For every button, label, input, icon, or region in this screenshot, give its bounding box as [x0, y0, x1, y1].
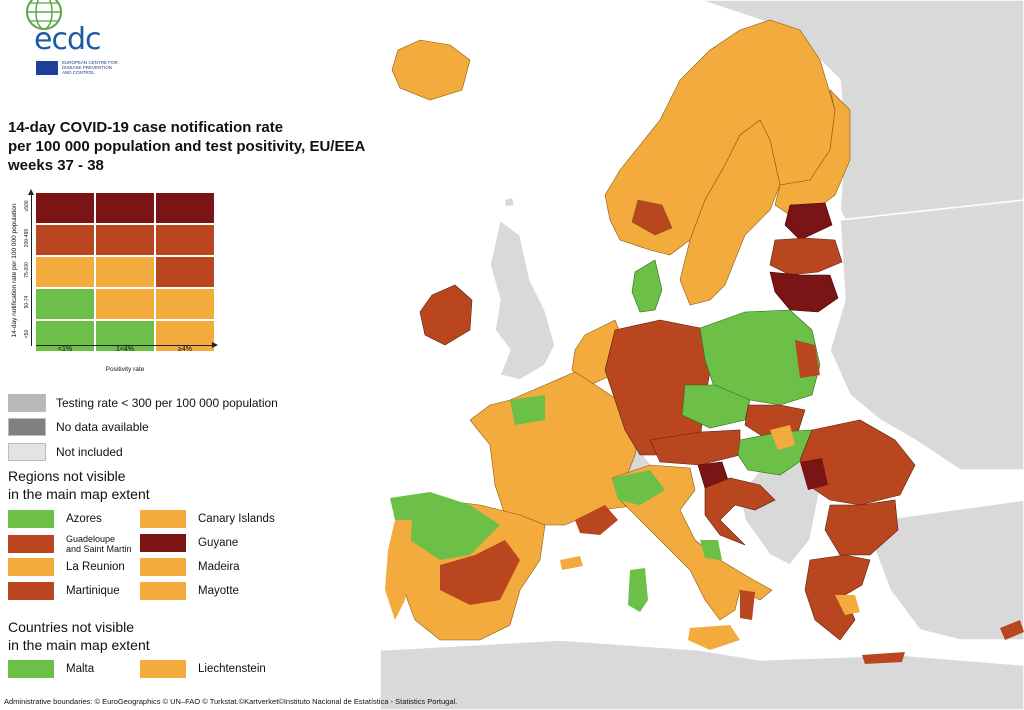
- matrix-cell: [156, 257, 214, 287]
- poland-red-voiv: [795, 340, 820, 378]
- legend-swatch: [140, 582, 186, 600]
- ecdc-logo-subtitle: EUROPEAN CENTRE FOR DISEASE PREVENTION A…: [62, 60, 118, 75]
- matrix-row-label: ≥500: [24, 200, 30, 212]
- matrix-cell: [96, 225, 154, 255]
- legend-testing-rate: Testing rate < 300 per 100 000 populatio…: [8, 394, 278, 412]
- croatia-region: [704, 477, 776, 546]
- matrix-cell: [156, 289, 214, 319]
- legend-no-data: No data available: [8, 418, 149, 436]
- matrix-row-label: 50-74: [24, 295, 30, 309]
- ecdc-logo: ecdc EUROPEAN CENTRE FOR DISEASE PREVENT…: [6, 0, 118, 82]
- poland-region: [699, 309, 821, 406]
- legend-swatch: [140, 660, 186, 678]
- italy-green-abruzzo: [700, 540, 722, 560]
- matrix-cell: [156, 321, 214, 351]
- italy-green-region: [612, 470, 665, 505]
- legend-swatch: [8, 582, 54, 600]
- italy-region: [611, 464, 773, 621]
- france-red-dept: [575, 505, 618, 535]
- romania-dark-county: [800, 458, 828, 490]
- greece-orange-region: [835, 595, 860, 615]
- portugal-region: [385, 520, 412, 620]
- spain-green-north: [390, 492, 500, 560]
- estonia-region: [784, 202, 833, 241]
- matrix-x-axis: [36, 342, 218, 348]
- matrix-cell: [96, 257, 154, 287]
- legend-swatch: [8, 394, 46, 412]
- matrix-col-label: 1<4%: [115, 346, 135, 353]
- regions-title: Regions not visible in the main map exte…: [8, 468, 150, 502]
- legend-not-included: Not included: [8, 443, 123, 461]
- matrix-cell: [36, 225, 94, 255]
- matrix-cell: [36, 289, 94, 319]
- globe-icon: [26, 0, 62, 30]
- matrix-x-label: Positivity rate: [105, 366, 145, 373]
- matrix-cell: [96, 321, 154, 351]
- region-guadeloupe: Guadeloupe and Saint Martin: [8, 534, 132, 554]
- region-canary-islands: Canary Islands: [140, 510, 275, 528]
- attribution-footer: Administrative boundaries: © EuroGeograp…: [4, 697, 458, 706]
- legend-swatch: [8, 558, 54, 576]
- nordic-regions: [604, 19, 851, 306]
- legend-swatch: [8, 443, 46, 461]
- region-martinique: Martinique: [8, 582, 120, 600]
- region-azores: Azores: [8, 510, 102, 528]
- iceland-region: [391, 39, 471, 101]
- legend-swatch: [140, 558, 186, 576]
- bulgaria-region: [824, 499, 899, 556]
- matrix-row-label: 75-200: [24, 262, 30, 278]
- legend-swatch: [8, 418, 46, 436]
- matrix-row-label: <50: [24, 329, 30, 339]
- hungary-orange-county: [770, 425, 795, 450]
- country-malta: Malta: [8, 660, 94, 678]
- matrix-cell: [36, 321, 94, 351]
- matrix-cell: [36, 257, 94, 287]
- legend-swatch: [140, 534, 186, 552]
- france-green-dept: [510, 395, 545, 425]
- lithuania-region: [769, 271, 839, 313]
- matrix-cell: [96, 193, 154, 223]
- matrix-cell: [156, 225, 214, 255]
- ecdc-logo-text: ecdc: [34, 22, 101, 57]
- latvia-region: [769, 237, 843, 276]
- eu-flag-icon: [36, 61, 58, 75]
- matrix-col-label: ≥4%: [178, 346, 192, 353]
- denmark-region: [631, 259, 663, 313]
- region-madeira: Madeira: [140, 558, 240, 576]
- matrix-cell: [156, 193, 214, 223]
- matrix-cell: [36, 193, 94, 223]
- spain-red-central: [440, 540, 520, 605]
- region-la-reunion: La Reunion: [8, 558, 125, 576]
- calabria-red: [740, 590, 755, 620]
- matrix-y-axis: [28, 189, 34, 346]
- legend-swatch: [8, 535, 54, 553]
- matrix-cell: [96, 289, 154, 319]
- map-title: 14-day COVID-19 case notification rate p…: [8, 119, 366, 174]
- region-mayotte: Mayotte: [140, 582, 239, 600]
- risk-matrix: [36, 193, 214, 351]
- sardinia-region: [628, 568, 648, 612]
- legend-swatch: [140, 510, 186, 528]
- faroe-region: [505, 198, 514, 206]
- matrix-y-label: 14-day notification rate per 100 000 pop…: [11, 203, 18, 338]
- czechia-region: [681, 384, 751, 429]
- sicily-region: [688, 625, 740, 650]
- region-guyane: Guyane: [140, 534, 238, 552]
- crete-region: [862, 652, 905, 664]
- legend-swatch: [8, 660, 54, 678]
- balearic-region: [560, 556, 583, 570]
- matrix-row-label: 200-499: [24, 228, 30, 248]
- legend-swatch: [8, 510, 54, 528]
- ireland-region: [419, 284, 473, 346]
- country-liechtenstein: Liechtenstein: [140, 660, 266, 678]
- cyprus-region: [1000, 620, 1024, 640]
- matrix-col-label: <1%: [57, 346, 73, 353]
- countries-title: Countries not visible in the main map ex…: [8, 619, 150, 653]
